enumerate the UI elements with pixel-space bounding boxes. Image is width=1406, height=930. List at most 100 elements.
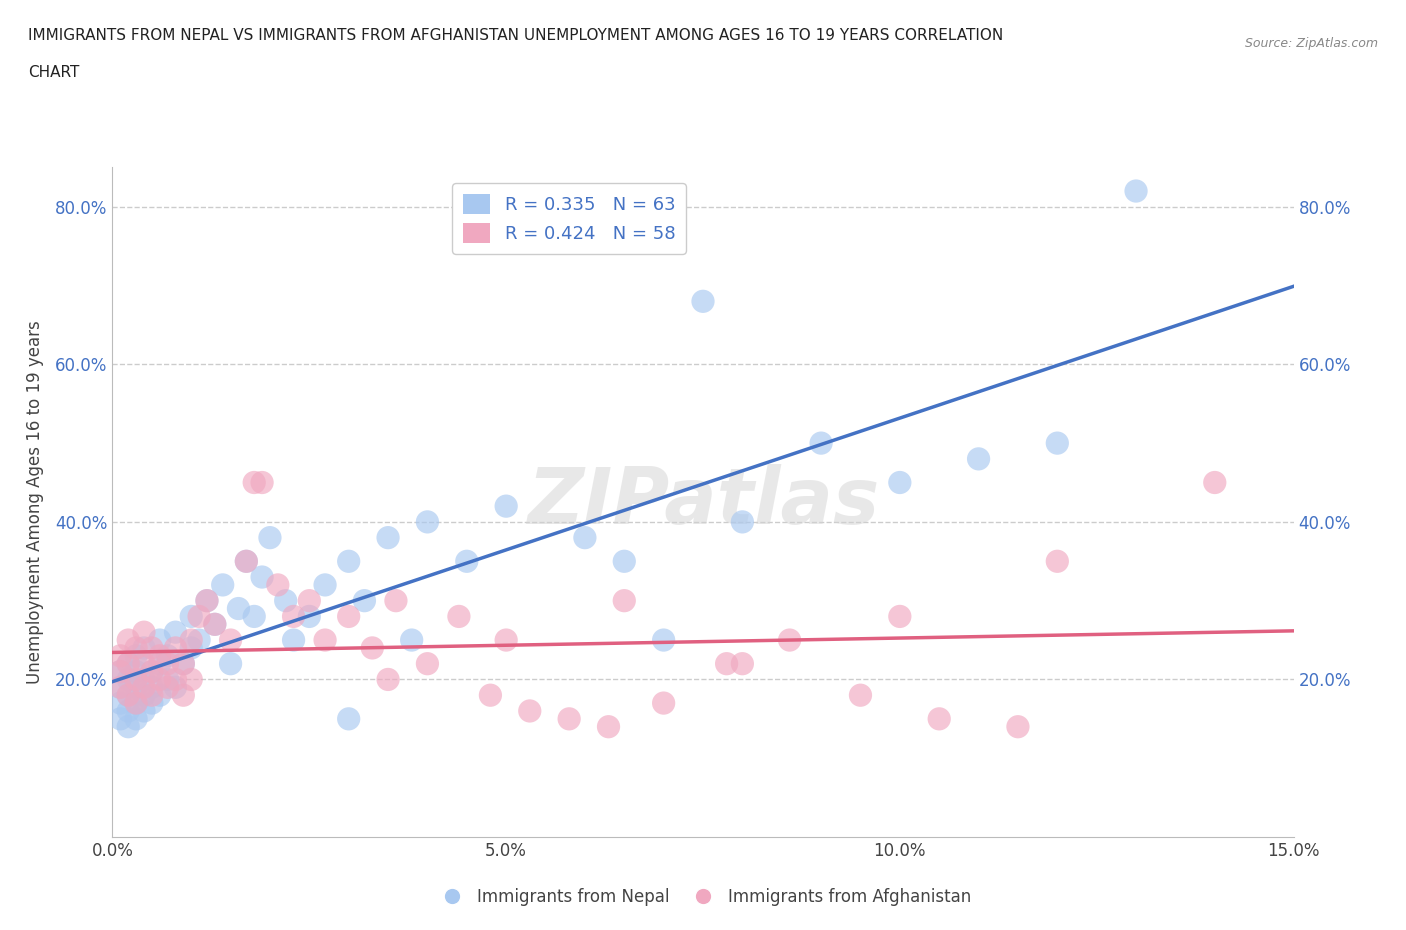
Point [849,688,872,703]
Point [117,632,139,647]
Point [235,554,257,569]
Legend: Immigrants from Nepal, Immigrants from Afghanistan: Immigrants from Nepal, Immigrants from A… [429,881,977,912]
Point [337,609,360,624]
Point [1046,435,1069,450]
Point [149,632,172,647]
Point [180,632,202,647]
Point [117,657,139,671]
Text: Source: ZipAtlas.com: Source: ZipAtlas.com [1244,37,1378,50]
Point [125,680,148,695]
Point [156,672,179,687]
Point [416,514,439,529]
Point [1046,554,1069,569]
Point [598,719,620,734]
Point [188,632,211,647]
Point [110,648,132,663]
Point [361,641,384,656]
Point [967,451,990,466]
Point [125,711,148,726]
Point [132,657,155,671]
Point [314,578,336,592]
Point [574,530,596,545]
Point [125,641,148,656]
Point [1007,719,1029,734]
Point [204,617,226,631]
Point [117,703,139,718]
Point [204,617,226,631]
Point [928,711,950,726]
Text: ZIPatlas: ZIPatlas [527,464,879,540]
Point [132,703,155,718]
Legend: R = 0.335   N = 63, R = 0.424   N = 58: R = 0.335 N = 63, R = 0.424 N = 58 [453,183,686,254]
Point [110,696,132,711]
Point [172,688,194,703]
Point [132,688,155,703]
Point [250,475,273,490]
Point [110,664,132,679]
Point [283,609,305,624]
Point [243,609,266,624]
Point [132,680,155,695]
Point [141,664,163,679]
Point [314,632,336,647]
Point [149,648,172,663]
Point [125,648,148,663]
Point [180,672,202,687]
Point [298,609,321,624]
Point [117,688,139,703]
Point [211,578,233,592]
Text: IMMIGRANTS FROM NEPAL VS IMMIGRANTS FROM AFGHANISTAN UNEMPLOYMENT AMONG AGES 16 : IMMIGRANTS FROM NEPAL VS IMMIGRANTS FROM… [28,28,1004,43]
Y-axis label: Unemployment Among Ages 16 to 19 years: Unemployment Among Ages 16 to 19 years [25,320,44,684]
Point [165,672,187,687]
Point [274,593,297,608]
Point [195,593,218,608]
Point [259,530,281,545]
Point [889,475,911,490]
Point [172,657,194,671]
Point [267,578,290,592]
Point [692,294,714,309]
Point [779,632,801,647]
Point [149,672,172,687]
Point [416,657,439,671]
Point [228,601,250,616]
Point [479,688,502,703]
Point [731,514,754,529]
Point [558,711,581,726]
Point [132,625,155,640]
Point [652,696,675,711]
Point [519,703,541,718]
Point [125,672,148,687]
Point [141,680,163,695]
Point [141,664,163,679]
Point [188,609,211,624]
Point [1125,183,1147,198]
Point [377,672,399,687]
Point [243,475,266,490]
Point [613,554,636,569]
Point [110,711,132,726]
Point [219,657,242,671]
Point [141,696,163,711]
Text: CHART: CHART [28,65,80,80]
Point [117,657,139,671]
Point [235,554,257,569]
Point [156,680,179,695]
Point [110,680,132,695]
Point [117,672,139,687]
Point [156,657,179,671]
Point [165,625,187,640]
Point [149,657,172,671]
Point [125,696,148,711]
Point [889,609,911,624]
Point [652,632,675,647]
Point [141,688,163,703]
Point [125,696,148,711]
Point [337,711,360,726]
Point [283,632,305,647]
Point [456,554,478,569]
Point [117,719,139,734]
Point [172,657,194,671]
Point [132,672,155,687]
Point [165,680,187,695]
